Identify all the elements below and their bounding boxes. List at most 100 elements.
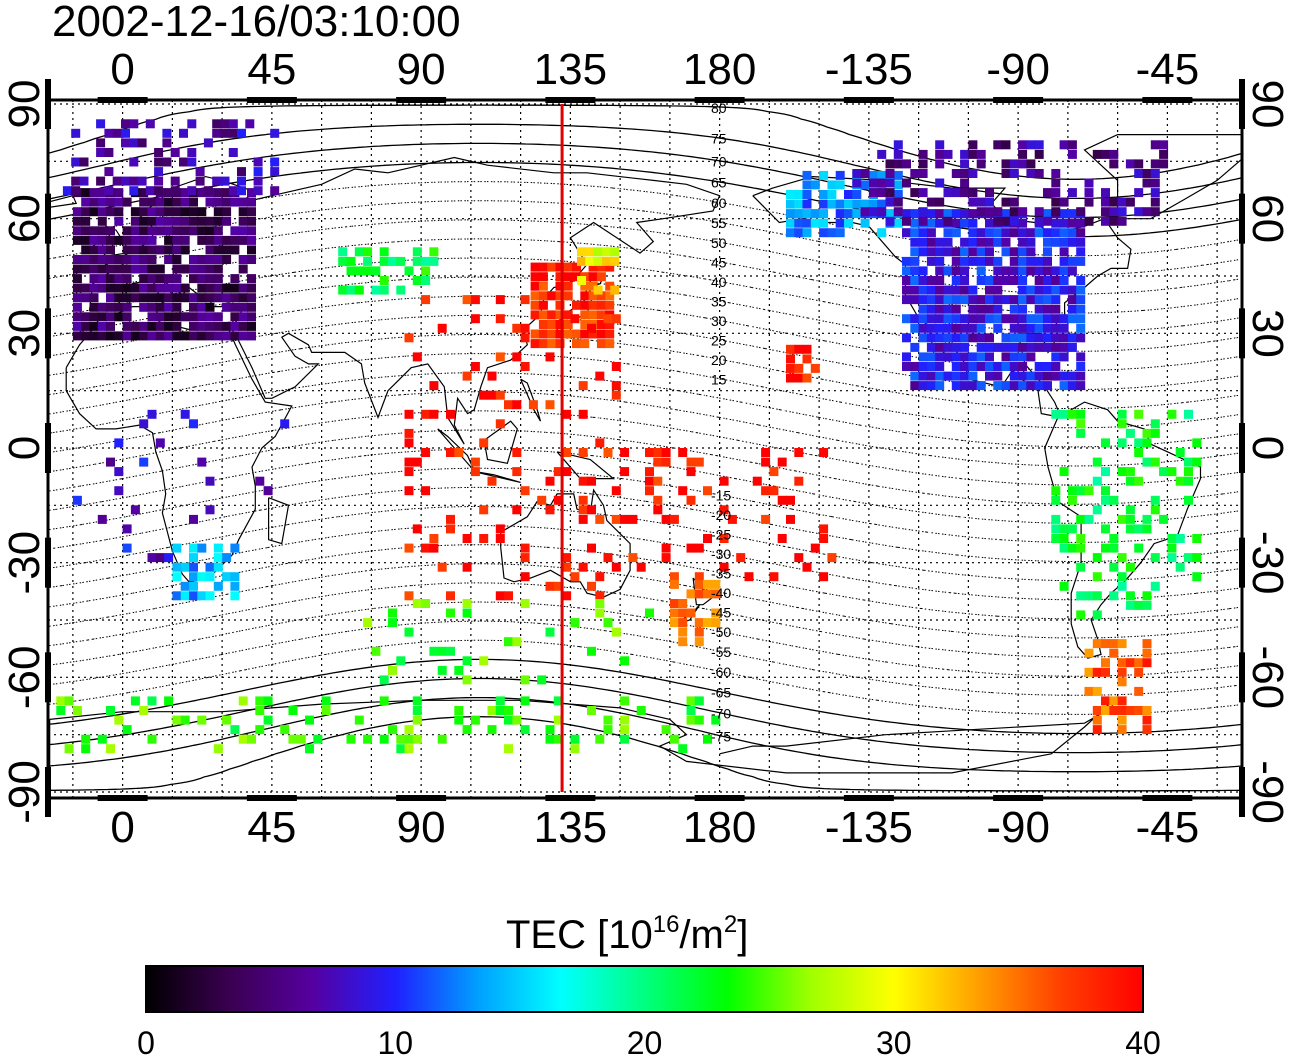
tec-cell-north-europe-scatter: [220, 176, 230, 186]
tec-cell-east-asia-red: [470, 295, 480, 305]
mag-lat-label: 55: [711, 215, 727, 231]
tec-cell-north-america: [918, 371, 928, 381]
tec-cell-europe: [189, 207, 198, 217]
tec-cell-north-america: [1009, 266, 1019, 276]
tec-cell-southern-ocean: [454, 665, 464, 675]
tec-cell-north-america: [1001, 314, 1011, 324]
tec-cell-alaska: [802, 170, 812, 180]
tec-cell-north-america: [902, 352, 911, 362]
mag-lat-label: 65: [711, 175, 727, 191]
tec-cell-north-europe-scatter: [195, 176, 205, 186]
tec-cell-north-america: [935, 314, 945, 324]
tec-cell-europe: [222, 255, 232, 264]
colorbar-tick-label: 40: [1125, 1025, 1161, 1057]
tec-cell-east-asia-red: [404, 467, 414, 477]
tec-cell-japan: [580, 310, 590, 320]
tec-cell-north-america: [1076, 314, 1086, 324]
tec-cell-europe: [247, 255, 256, 264]
tec-cell-europe: [97, 264, 107, 274]
tec-cell-new-zealand: [669, 599, 679, 608]
tec-cell-japan: [588, 272, 598, 282]
tec-cell-middle-east: [354, 266, 364, 276]
tec-cell-europe: [147, 264, 157, 274]
tec-cell-north-america: [910, 323, 920, 333]
tec-cell-north-america: [943, 285, 953, 295]
tec-cell-europe: [213, 312, 223, 322]
tec-cell-europe: [213, 283, 223, 293]
tec-cell-north-america: [1018, 276, 1028, 285]
tec-cell-europe: [106, 226, 115, 236]
tec-cell-europe: [238, 255, 248, 264]
tec-cell-north-europe-scatter: [179, 157, 188, 167]
tec-cell-north-america: [1067, 314, 1077, 324]
tec-cell-south-africa: [230, 543, 240, 553]
tec-cell-south-africa: [197, 543, 207, 553]
tec-cell-east-asia-red: [545, 352, 555, 362]
tec-cell-europe: [130, 226, 140, 236]
tec-cell-north-america: [926, 276, 936, 285]
tec-cell-patagonia: [1084, 648, 1094, 658]
tec-cell-africa: [114, 438, 124, 448]
tec-cell-europe: [106, 207, 115, 217]
coastline: [470, 470, 521, 483]
tec-cell-north-america: [1009, 342, 1019, 352]
tec-cell-east-asia-red: [404, 543, 414, 553]
tec-cell-pacific-red: [669, 514, 679, 524]
tec-cell-north-america: [910, 247, 920, 257]
tec-cell-antarctic-ring: [520, 725, 530, 735]
tec-cell-antarctic-ring: [636, 706, 646, 715]
tec-cell-north-america: [1043, 247, 1052, 257]
tec-cell-north-america: [951, 285, 961, 295]
tec-cell-canada-arctic: [951, 188, 961, 198]
tec-cell-canada-arctic: [1134, 188, 1144, 198]
tec-cell-antarctic-ring: [678, 744, 688, 754]
tec-cell-patagonia: [1101, 667, 1110, 677]
tec-cell-pacific-red: [794, 448, 804, 457]
tec-cell-north-europe-scatter: [203, 186, 213, 196]
tec-cell-antarctic-ring: [462, 725, 472, 735]
tec-cell-north-america: [1059, 228, 1069, 238]
tec-cell-north-america: [951, 295, 961, 305]
tec-cell-alaska: [786, 209, 795, 219]
tec-cell-europe: [89, 293, 99, 303]
mag-lat-contour: [48, 563, 1242, 639]
tec-cell-south-america: [1092, 476, 1102, 486]
mag-lat-label: -15: [711, 488, 731, 504]
tec-cell-japan: [596, 272, 606, 282]
tec-cell-europe: [97, 255, 107, 264]
mag-lat-contour: [48, 448, 1242, 524]
tec-cell-north-america: [976, 295, 986, 305]
tec-cell-south-africa: [189, 553, 198, 563]
tec-cell-antarctic-ring: [686, 715, 696, 725]
tec-cell-north-america: [1051, 342, 1061, 352]
tec-cell-antarctic-ring: [620, 715, 630, 725]
tec-cell-japan: [563, 281, 573, 291]
tec-cell-east-asia-red: [562, 553, 572, 563]
tec-cell-north-america: [1051, 218, 1061, 228]
tec-cell-pacific-red: [703, 486, 712, 496]
tec-cell-south-america: [1117, 553, 1127, 563]
tec-cell-alaska: [794, 209, 804, 219]
tec-cell-patagonia: [1134, 686, 1144, 696]
tec-cell-africa: [114, 486, 124, 496]
tec-cell-north-america: [951, 323, 961, 333]
tec-cell-new-zealand: [703, 618, 712, 628]
mag-lat-label: 20: [711, 352, 727, 368]
tec-cell-north-america: [935, 285, 945, 295]
tec-cell-alaska: [819, 218, 829, 228]
tec-cell-japan: [605, 339, 615, 349]
tec-cell-pacific-red: [794, 476, 804, 486]
tec-cell-east-asia-red: [470, 314, 480, 324]
tec-cell-hawaii: [802, 373, 812, 383]
tec-cell-antarctic-ring: [280, 725, 290, 735]
colorbar-title-exponent: 16: [653, 911, 680, 938]
y-tick-label: 60: [1243, 194, 1292, 243]
tec-cell-north-europe-scatter: [79, 176, 89, 186]
tec-cell-europe: [139, 321, 149, 331]
tec-cell-north-europe-scatter: [187, 186, 197, 196]
tec-cell-north-america: [1026, 371, 1036, 381]
tec-cell-japan: [563, 329, 573, 339]
tec-cell-europe: [97, 216, 107, 226]
x-tick-bar: [545, 97, 596, 103]
tec-cell-north-america: [1018, 228, 1028, 238]
